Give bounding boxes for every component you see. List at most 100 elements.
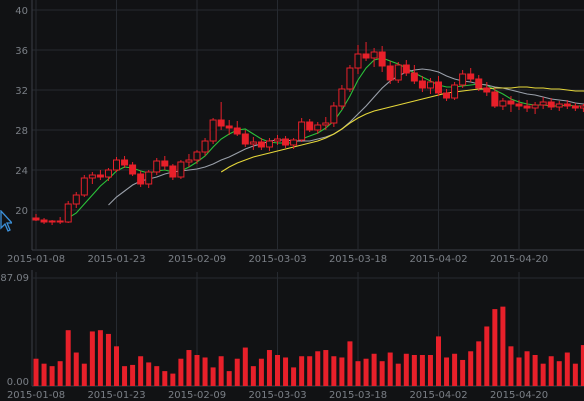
candle-body <box>410 72 418 82</box>
candlestick <box>129 162 137 176</box>
volume-bar <box>460 359 466 386</box>
candle-body <box>459 73 467 86</box>
candle-body <box>435 81 442 94</box>
candle-body <box>249 141 257 145</box>
candlestick <box>88 172 96 184</box>
candle-body <box>354 53 362 69</box>
volume-x-tick-label: 2015-02-09 <box>168 390 226 401</box>
candlestick <box>153 158 161 175</box>
price-x-tick-label: 2015-04-20 <box>490 254 548 265</box>
volume-bar <box>242 347 248 386</box>
volume-bar <box>186 350 192 386</box>
candle-body <box>370 51 378 59</box>
candlestick <box>169 164 177 180</box>
candle-body <box>418 80 426 89</box>
candlestick <box>185 154 193 167</box>
candle-body <box>579 105 584 109</box>
candlestick <box>410 65 418 84</box>
volume-bar <box>299 356 305 386</box>
volume-bar <box>363 358 369 386</box>
volume-bar <box>524 351 530 386</box>
moving-average-lines <box>67 57 584 219</box>
volume-bar <box>275 354 280 386</box>
candlestick <box>531 102 539 114</box>
volume-bar <box>427 354 433 386</box>
volume-bar <box>307 356 313 386</box>
candle-body <box>201 140 209 153</box>
candle-body <box>185 159 193 163</box>
candlestick <box>475 75 483 91</box>
candlestick <box>322 117 330 130</box>
volume-bar <box>154 366 160 386</box>
candlestick <box>113 157 120 172</box>
candle-body <box>507 100 515 105</box>
volume-bar <box>49 366 55 386</box>
candle-body <box>32 217 40 221</box>
candlestick <box>435 76 442 96</box>
candle-body <box>394 64 402 81</box>
candlestick <box>491 88 499 108</box>
candle-body <box>161 160 169 167</box>
volume-bar <box>234 358 240 386</box>
candlestick <box>483 82 491 96</box>
candlestick <box>96 170 104 180</box>
candlestick <box>201 138 209 156</box>
candlestick <box>563 100 571 109</box>
volume-bar <box>122 366 128 386</box>
candlestick <box>137 171 145 187</box>
ma-mid-line <box>108 68 584 206</box>
candle-body <box>362 53 370 59</box>
candlestick <box>523 100 531 112</box>
volume-bar <box>476 341 482 386</box>
volume-x-tick-label: 2015-04-02 <box>409 390 467 401</box>
price-x-tick-labels: 2015-01-08 2015-01-23 2015-02-09 2015-03-03… <box>7 254 548 265</box>
price-y-tick-label: 24 <box>15 166 28 177</box>
candlestick <box>547 98 555 110</box>
candlestick <box>72 192 80 208</box>
candlestick <box>265 138 273 151</box>
candlestick <box>241 130 249 147</box>
volume-bar <box>202 357 208 386</box>
volume-bar <box>41 363 47 386</box>
candlestick <box>394 62 402 83</box>
candle-body <box>177 161 185 178</box>
volume-bar <box>532 354 538 386</box>
volume-y-tick-labels: 0.00 87.09 <box>0 273 29 388</box>
volume-bar <box>226 371 232 386</box>
candle-body <box>129 164 137 175</box>
volume-bar <box>57 361 63 386</box>
candlestick <box>257 138 265 150</box>
candle-body <box>314 124 322 131</box>
candlestick <box>507 96 515 112</box>
candlestick <box>451 82 459 100</box>
mouse-pointer-icon <box>0 210 12 232</box>
candle-body <box>571 105 579 109</box>
candlestick <box>402 60 410 76</box>
candlestick <box>193 150 201 164</box>
volume-bar <box>452 353 458 386</box>
candle-body <box>386 65 394 81</box>
volume-bar <box>266 350 272 386</box>
candle-body <box>547 101 555 108</box>
volume-bar <box>258 358 264 386</box>
volume-bar <box>291 367 297 386</box>
volume-bar <box>500 306 506 386</box>
candle-body <box>40 219 48 223</box>
candlestick <box>467 68 475 82</box>
candle-body <box>64 203 72 223</box>
volume-bars <box>33 306 584 386</box>
volume-bar <box>162 371 168 386</box>
volume-bar <box>178 358 184 386</box>
candle-body <box>265 140 273 148</box>
volume-x-tick-label: 2015-03-03 <box>248 390 306 401</box>
candle-body <box>80 177 88 196</box>
candlestick <box>64 201 72 223</box>
volume-bar <box>395 363 401 386</box>
price-x-tick-label: 2015-04-02 <box>409 254 467 265</box>
candle-body <box>563 103 571 107</box>
volume-bar <box>508 346 514 386</box>
candle-body <box>491 91 499 107</box>
candle-body <box>306 121 314 131</box>
candlestick <box>418 76 426 92</box>
volume-bar <box>492 309 498 386</box>
